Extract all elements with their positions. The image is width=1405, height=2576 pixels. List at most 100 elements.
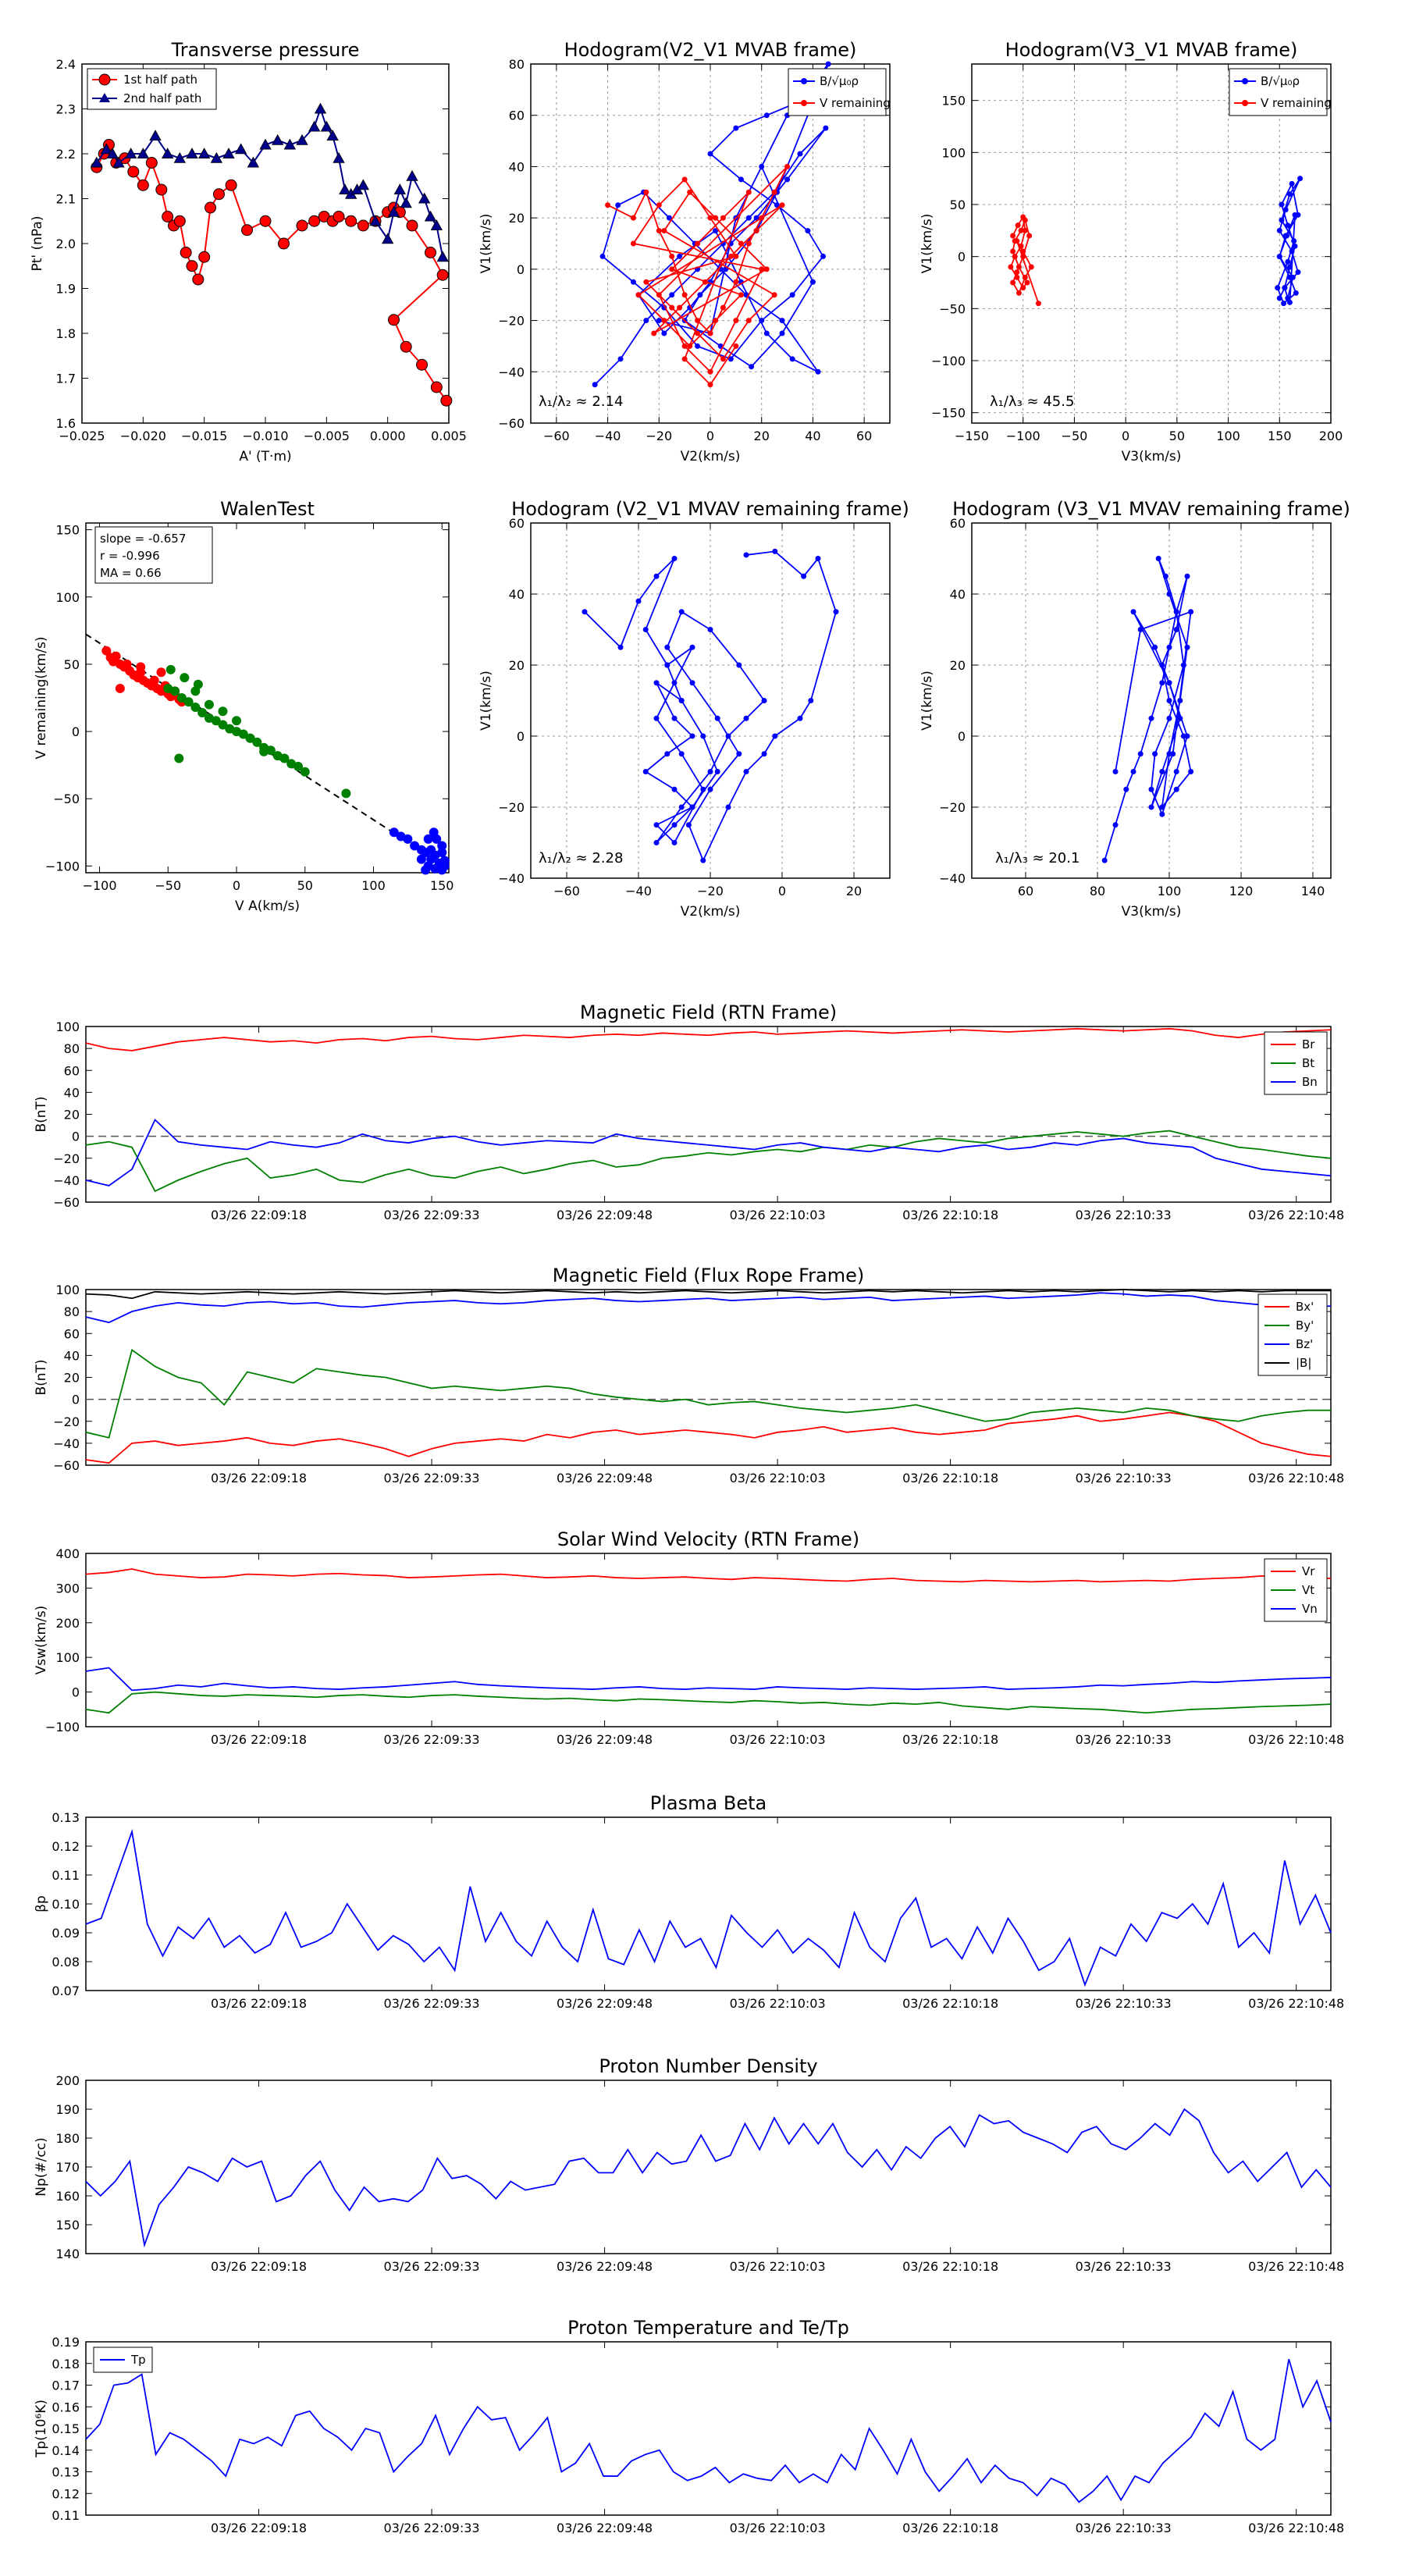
stats-line: r = -0.996 (100, 549, 160, 563)
data-point-v (661, 228, 667, 234)
x-tick-label: 03/26 22:09:18 (211, 1471, 307, 1485)
data-point-1st-half (155, 183, 168, 196)
x-tick-label: −60 (553, 884, 580, 898)
data-point-1st-half (162, 211, 174, 222)
data-point-v (727, 253, 734, 259)
data-point-blue (410, 841, 420, 851)
legend-label: V remaining (820, 96, 891, 110)
data-point-blue (437, 841, 447, 851)
x-tick-label: 03/26 22:09:18 (211, 1208, 307, 1222)
x-tick-label: 03/26 22:09:18 (211, 2259, 307, 2274)
data-point-v (1020, 285, 1026, 291)
x-tick-label: 03/26 22:10:33 (1076, 2259, 1172, 2274)
x-tick-label: 0.000 (370, 429, 406, 443)
x-tick-label: 03/26 22:10:18 (902, 1208, 998, 1222)
data-point-v (653, 573, 660, 579)
legend-label: 2nd half path (123, 91, 201, 105)
data-point-v (707, 215, 713, 221)
legend-marker (801, 78, 807, 84)
y-tick-label: 150 (55, 2218, 80, 2233)
data-point-b (1276, 254, 1282, 260)
data-point-green (232, 716, 242, 726)
legend-label: V remaining (1261, 96, 1332, 110)
data-point-v (1184, 644, 1190, 650)
data-point-b (599, 253, 606, 259)
legend-box (87, 68, 217, 110)
y-tick-label: 150 (55, 523, 80, 538)
data-point-v (772, 548, 778, 554)
data-point-v (1159, 662, 1165, 668)
panel-title: Hodogram (V3_V1 MVAV remaining frame) (952, 498, 1350, 520)
x-tick-label: 60 (856, 429, 872, 443)
data-point-b (677, 253, 683, 259)
data-point-v (1170, 751, 1176, 757)
data-point-blue (439, 856, 450, 866)
y-tick-label: −50 (53, 792, 80, 806)
y-tick-label: −100 (45, 1720, 80, 1735)
data-point-1st-half (259, 215, 272, 227)
data-point-v (1173, 609, 1179, 615)
data-point-2nd-half (436, 251, 449, 262)
data-point-b (656, 318, 662, 324)
x-tick-label: −100 (83, 878, 117, 893)
data-point-1st-half (127, 165, 140, 178)
data-point-v (801, 573, 807, 579)
data-point-v (656, 228, 662, 234)
y-tick-label: 140 (55, 2247, 80, 2261)
x-tick-label: 03/26 22:09:48 (557, 2521, 653, 2535)
x-tick-label: 03/26 22:10:48 (1248, 2521, 1344, 2535)
eigenvalue-ratio: λ₁/λ₃ ≈ 45.5 (990, 393, 1074, 410)
x-tick-label: 03/26 22:09:33 (384, 1732, 480, 1747)
x-tick-label: 03/26 22:09:33 (384, 1471, 480, 1485)
data-point-v (733, 343, 739, 349)
y-tick-label: 0.07 (52, 1984, 80, 1998)
axes-frame (85, 2080, 1332, 2254)
x-tick-label: 03/26 22:10:33 (1076, 1208, 1172, 1222)
y-tick-label: 0 (517, 729, 525, 744)
data-point-1st-half (173, 215, 186, 227)
data-point-red (101, 646, 112, 656)
data-point-green (183, 697, 194, 707)
data-point-2nd-half (283, 138, 297, 150)
data-point-v (653, 822, 660, 828)
y-tick-label: 50 (950, 197, 966, 212)
data-point-2nd-half (418, 192, 431, 204)
y-axis-label: V1(km/s) (919, 671, 935, 731)
data-point-green (245, 733, 255, 743)
legend-label: Tp (130, 2353, 146, 2367)
data-point-2nd-half (296, 133, 308, 145)
y-tick-label: 1.8 (56, 326, 76, 341)
data-point-b (759, 163, 765, 169)
y-tick-label: −100 (45, 859, 80, 873)
axes-frame (85, 2341, 1332, 2516)
data-point-2nd-half (124, 148, 137, 159)
data-point-1st-half (241, 224, 253, 237)
data-point-1st-half (425, 247, 436, 258)
x-tick-label: 150 (1268, 429, 1292, 443)
data-point-b (733, 125, 739, 131)
data-point-green (180, 673, 190, 683)
x-tick-label: −60 (543, 429, 570, 443)
data-point-green (300, 767, 310, 777)
data-point-1st-half (145, 157, 158, 169)
data-point-v (713, 215, 719, 221)
y-tick-label: 40 (509, 587, 525, 602)
series-line-Vt (85, 1691, 1332, 1714)
y-tick-label: −60 (53, 1195, 80, 1210)
data-point-2nd-half (333, 151, 345, 163)
data-point-b (738, 176, 744, 183)
data-point-v (656, 202, 662, 208)
panel-title: Magnetic Field (Flux Rope Frame) (553, 1265, 864, 1286)
data-point-b (779, 318, 785, 324)
data-point-v (1184, 573, 1190, 579)
series-line-b (594, 63, 829, 386)
y-tick-label: 100 (55, 1650, 80, 1665)
y-tick-label: −40 (53, 1436, 80, 1451)
data-point-2nd-half (149, 130, 162, 141)
x-tick-label: 03/26 22:09:33 (384, 2521, 480, 2535)
data-point-red (156, 667, 166, 678)
data-point-b (805, 228, 811, 234)
data-point-v (1155, 556, 1161, 561)
x-tick-label: 03/26 22:10:18 (902, 1996, 998, 2011)
legend-box (1257, 1293, 1328, 1376)
